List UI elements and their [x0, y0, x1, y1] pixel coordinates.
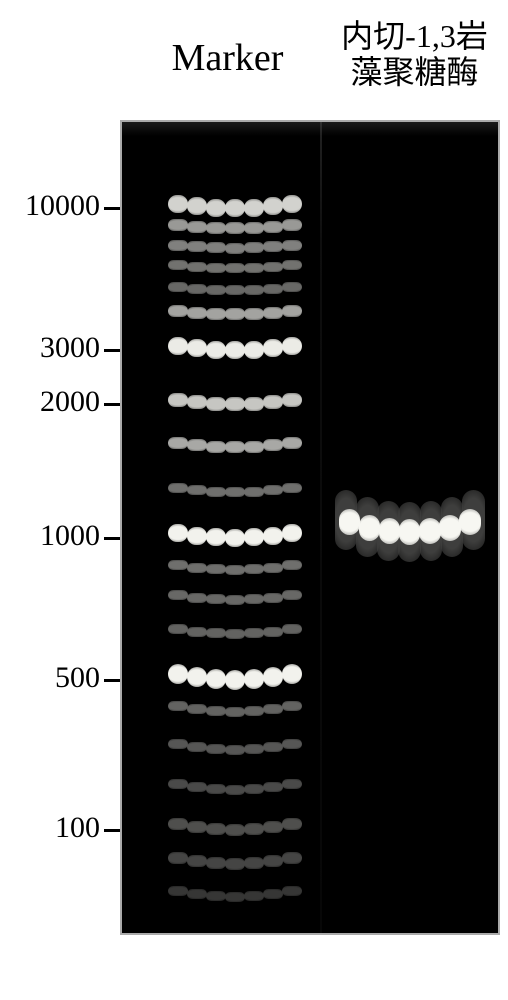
gel-band — [168, 260, 301, 276]
lane2-header-line2: 藻聚糖酶 — [322, 54, 507, 90]
gel-image — [120, 120, 500, 935]
gel-band — [168, 524, 301, 552]
marker-label: 1000 — [0, 519, 100, 553]
gel-band — [168, 305, 301, 323]
gel-band — [168, 195, 301, 221]
edge-artifact-left — [122, 564, 130, 582]
marker-label: 2000 — [0, 385, 100, 419]
marker-label: 500 — [0, 661, 100, 695]
gel-band — [168, 219, 301, 237]
gel-band — [168, 393, 301, 415]
gel-band — [339, 509, 480, 555]
lane-divider — [320, 122, 322, 933]
lane1-header: Marker — [135, 36, 320, 80]
gel-band — [168, 240, 301, 257]
gel-band — [168, 560, 301, 580]
gel-band — [168, 739, 301, 761]
gel-band — [168, 282, 301, 298]
edge-artifact-right — [488, 558, 498, 578]
gel-band — [168, 483, 301, 501]
gel-box — [120, 120, 500, 935]
gel-band — [168, 664, 301, 696]
gel-band — [335, 490, 484, 574]
marker-label: 10000 — [0, 189, 100, 223]
marker-label: 3000 — [0, 331, 100, 365]
gel-band — [168, 624, 301, 644]
lane2-header: 内切-1,3岩 藻聚糖酶 — [322, 18, 507, 90]
lane2-header-line1: 内切-1,3岩 — [322, 18, 507, 54]
lane1-header-text: Marker — [172, 37, 284, 79]
gel-band — [168, 337, 301, 363]
gel-band — [168, 701, 301, 723]
gel-band — [168, 779, 301, 801]
marker-label: 100 — [0, 811, 100, 845]
gel-band — [168, 437, 301, 457]
gel-band — [168, 818, 301, 842]
gel-band — [168, 590, 301, 610]
well-shadow — [122, 122, 498, 136]
gel-band — [168, 886, 301, 908]
figure-root: Marker 内切-1,3岩 藻聚糖酶 10000 3000 2000 1000 500… — [0, 0, 508, 1000]
gel-band — [168, 852, 301, 876]
